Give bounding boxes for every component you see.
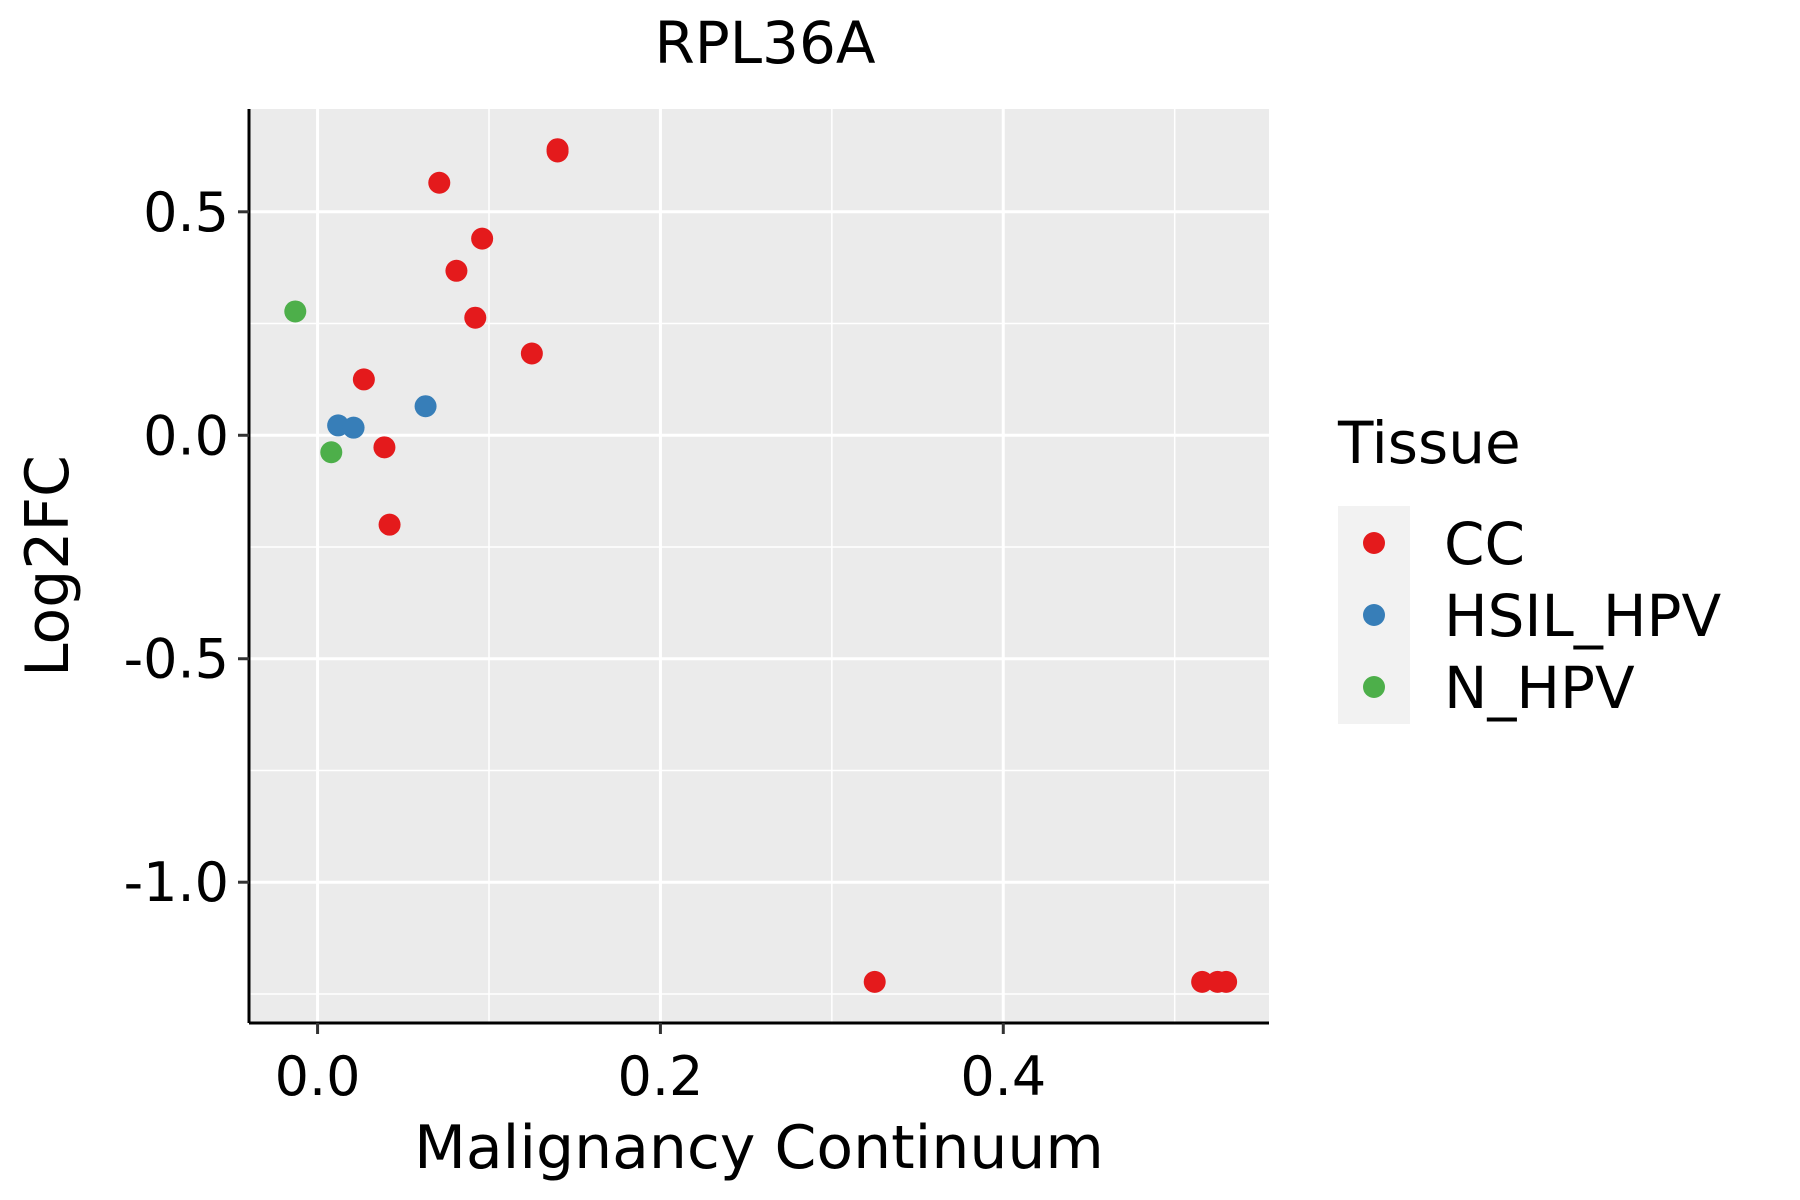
x-tick-label: 0.4: [960, 1045, 1046, 1108]
y-axis-ticks: 0.5 0.0 -0.5 -1.0: [124, 181, 249, 914]
point-cc: [546, 140, 569, 163]
y-tick-label: -1.0: [124, 851, 229, 914]
point-cc: [428, 171, 451, 194]
legend-key-n-hpv: [1363, 676, 1385, 698]
point-hsil-hpv: [342, 416, 365, 439]
point-cc: [520, 342, 543, 365]
point-n-hpv: [284, 300, 307, 323]
legend-key-hsil-hpv: [1363, 604, 1385, 626]
y-axis-label: Log2FC: [13, 455, 83, 677]
point-cc: [445, 259, 468, 282]
point-cc: [1191, 970, 1214, 993]
data-points: [284, 138, 1238, 993]
point-cc: [378, 513, 401, 536]
plot-panel: [249, 109, 1269, 1023]
point-cc: [471, 227, 494, 250]
point-cc: [1215, 970, 1238, 993]
legend-key-cc: [1363, 532, 1385, 554]
legend-label-cc: CC: [1444, 510, 1525, 578]
legend-label-hsil-hpv: HSIL_HPV: [1444, 582, 1721, 650]
legend-title: Tissue: [1337, 409, 1521, 477]
point-cc: [464, 306, 487, 329]
y-tick-label: 0.0: [143, 404, 229, 467]
point-cc: [373, 436, 396, 459]
y-tick-label: 0.5: [143, 181, 229, 244]
chart-title: RPL36A: [654, 9, 875, 77]
point-hsil-hpv: [414, 395, 437, 418]
y-tick-label: -0.5: [124, 628, 229, 691]
x-axis-label: Malignancy Continuum: [414, 1113, 1104, 1183]
point-n-hpv: [320, 441, 343, 464]
x-tick-label: 0.0: [275, 1045, 361, 1108]
major-gridlines: [249, 109, 1269, 1023]
legend-label-n-hpv: N_HPV: [1444, 654, 1635, 722]
minor-gridlines: [249, 109, 1269, 1023]
x-axis-ticks: 0.0 0.2 0.4: [275, 1023, 1046, 1108]
point-cc: [863, 970, 886, 993]
x-tick-label: 0.2: [617, 1045, 703, 1108]
point-cc: [352, 368, 375, 391]
